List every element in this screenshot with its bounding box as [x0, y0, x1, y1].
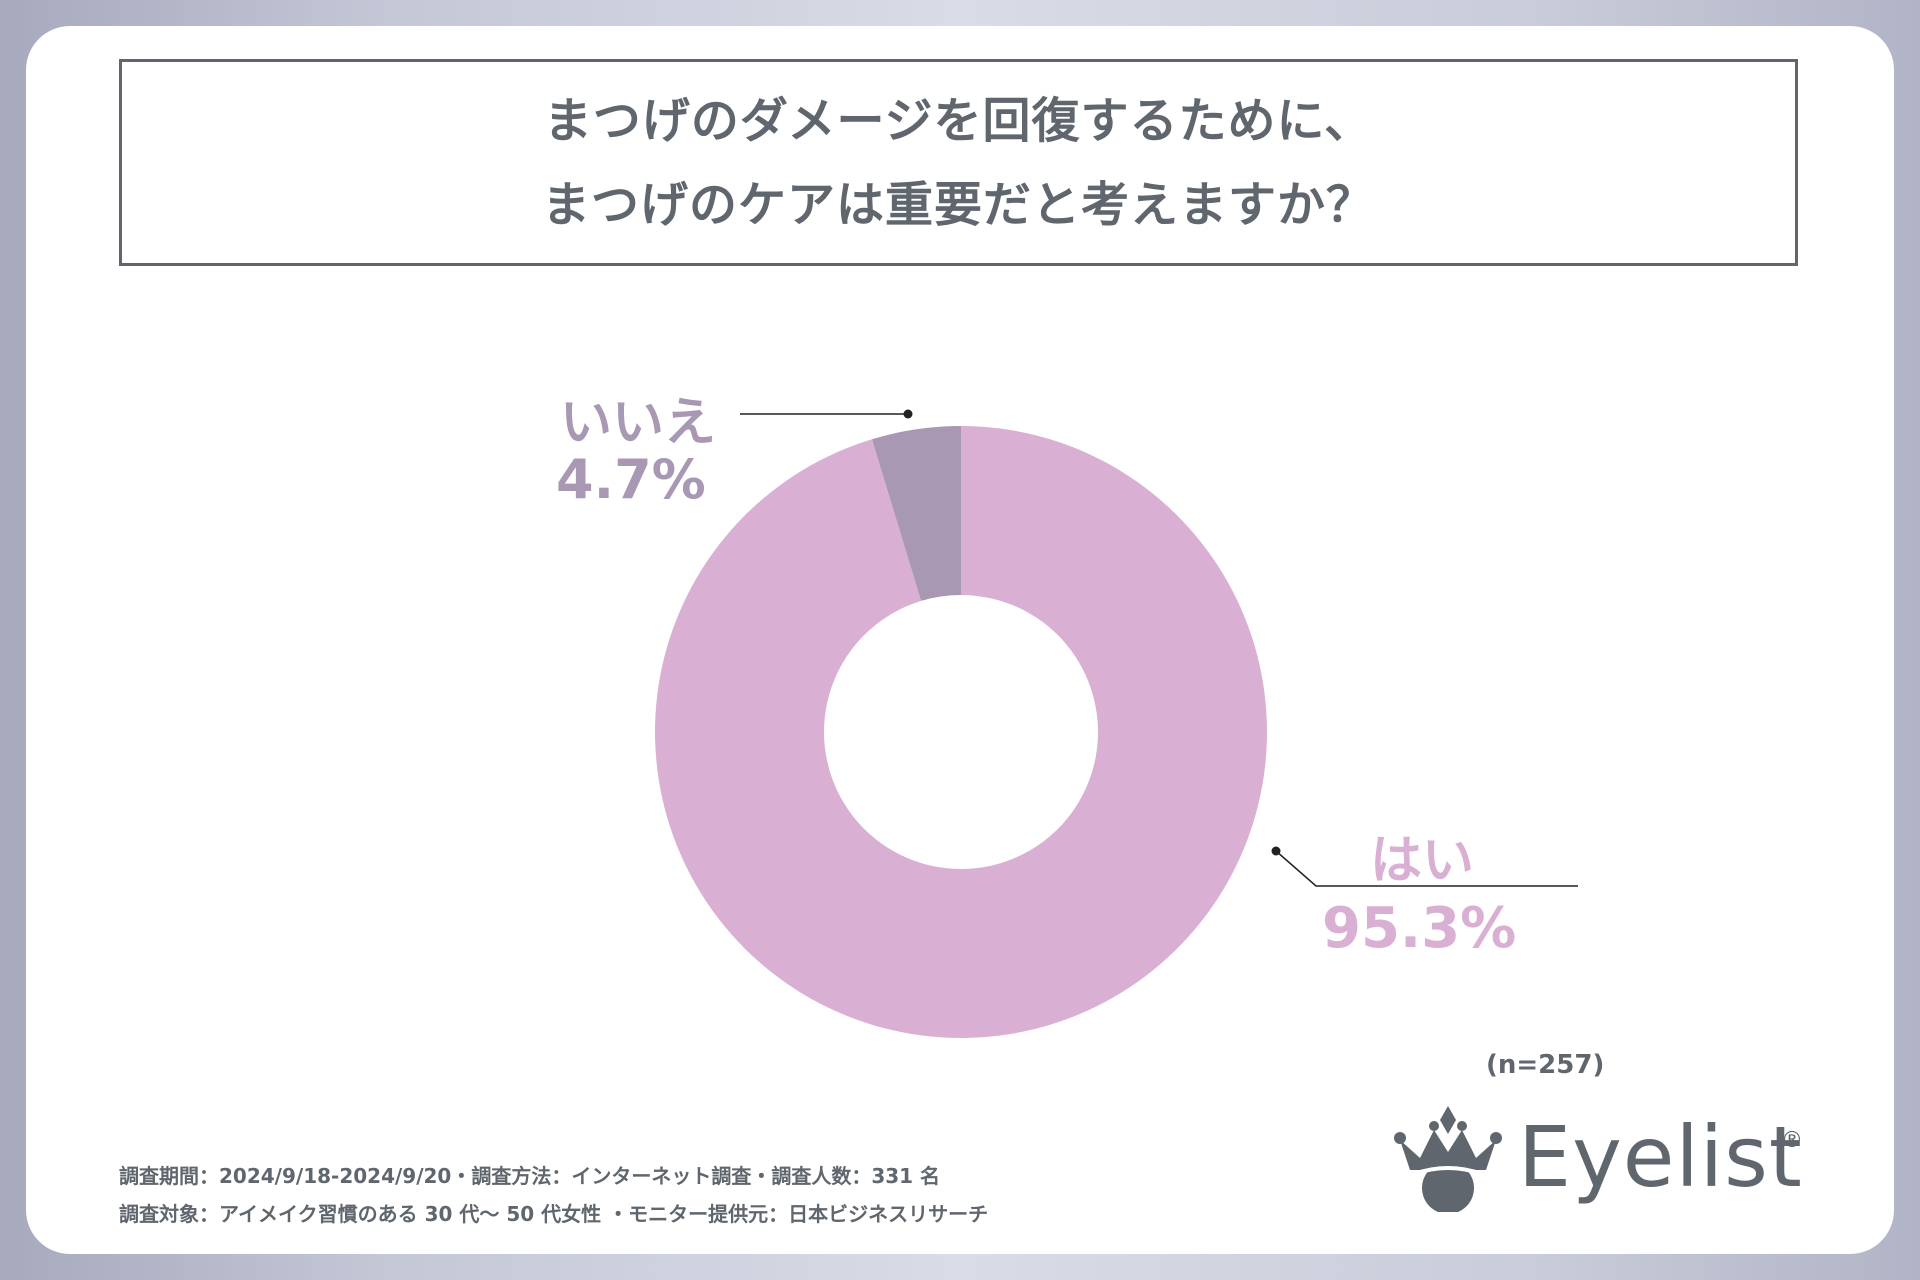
title-line-2: まつげのケアは重要だと考えますか？	[541, 176, 1375, 233]
title-line-1: まつげのダメージを回復するために、	[543, 92, 1374, 149]
slice-value-no: 4.7%	[556, 448, 706, 511]
registered-mark: ®	[1781, 1128, 1803, 1153]
footnote-survey-info: 調査期間：2024/9/18-2024/9/20・調査方法：インターネット調査・…	[119, 1164, 941, 1188]
crown-eye-icon	[1394, 1106, 1502, 1212]
donut-slice-yes	[655, 426, 1268, 1038]
title-box: まつげのダメージを回復するために、 まつげのケアは重要だと考えますか？	[119, 59, 1798, 266]
card	[26, 26, 1894, 1254]
logo-text: Eyelist	[1518, 1108, 1803, 1206]
footnote-survey-target: 調査対象：アイメイク習慣のある 30 代～ 50 代女性 ・モニター提供元：日本…	[119, 1202, 989, 1226]
leader-line-no	[740, 409, 913, 419]
donut-slices	[655, 426, 1268, 1038]
leader-line-yes	[1271, 846, 1578, 887]
sample-size: (n=257)	[1486, 1050, 1605, 1080]
slice-value-yes: 95.3%	[1322, 896, 1517, 961]
donut-slice-no	[871, 426, 961, 601]
slice-label-no: いいえ	[560, 393, 717, 453]
slice-label-yes: はい	[1370, 831, 1475, 891]
